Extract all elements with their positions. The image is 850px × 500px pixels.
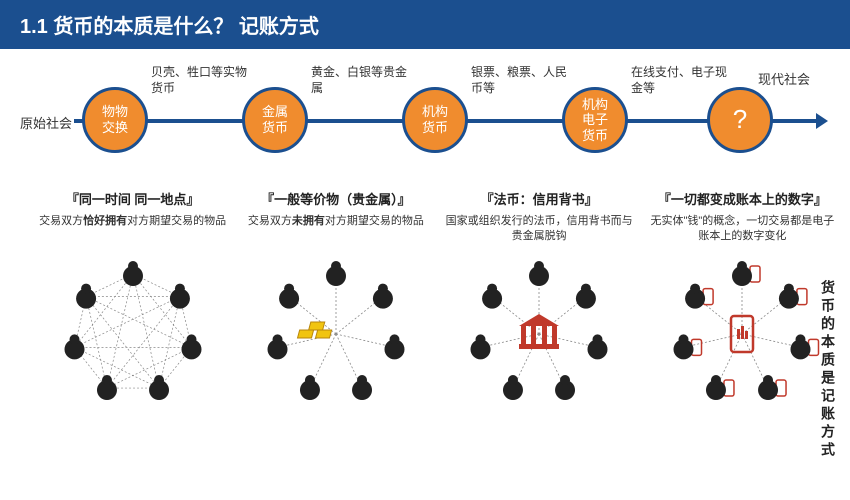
network-diagram [256, 254, 416, 414]
slide-title: 1.1 货币的本质是什么？ 记账方式 [20, 16, 319, 38]
timeline-stage-example: 在线支付、电子现金等 [631, 65, 731, 96]
timeline-stage-circle: ? [707, 87, 773, 153]
bank-icon [519, 314, 559, 349]
timeline-arrowhead [816, 113, 828, 129]
column-desc: 交易双方未拥有对方期望交易的物品 [238, 214, 433, 246]
timeline: 原始社会 现代社会 物物 交换贝壳、牲口等实物货币金属 货币黄金、白银等贵金属机… [0, 59, 850, 189]
slide-header: 1.1 货币的本质是什么？ 记账方式 [0, 0, 850, 49]
timeline-stage-example: 黄金、白银等贵金属 [311, 65, 411, 96]
column-diagram [35, 254, 230, 419]
timeline-stage-circle: 机构 货币 [402, 87, 468, 153]
network-diagram [53, 254, 213, 414]
network-diagram [662, 254, 822, 414]
timeline-stage-circle: 机构 电子 货币 [562, 87, 628, 153]
timeline-stage-example: 银票、粮票、人民币等 [471, 65, 571, 96]
column-desc: 无实体"钱"的概念，一切交易都是电子账本上的数字变化 [645, 214, 840, 246]
column-diagram [645, 254, 840, 419]
timeline-stage-circle: 金属 货币 [242, 87, 308, 153]
column: 『法币：信用背书』 国家或组织发行的法币，信用背书而与贵金属脱钩 [442, 189, 637, 419]
column-diagram [442, 254, 637, 419]
side-vertical-text: 货币的本质是记账方式 [822, 280, 838, 460]
column-title: 『一切都变成账本上的数字』 [645, 189, 840, 208]
timeline-stage-example: 贝壳、牲口等实物货币 [151, 65, 251, 96]
network-diagram [459, 254, 619, 414]
timeline-end-label: 现代社会 [758, 69, 810, 88]
column-desc: 国家或组织发行的法币，信用背书而与贵金属脱钩 [442, 214, 637, 246]
timeline-start-label: 原始社会 [18, 113, 74, 132]
column: 『同一时间 同一地点』 交易双方恰好拥有对方期望交易的物品 [35, 189, 230, 419]
column-title: 『同一时间 同一地点』 [35, 189, 230, 208]
column-title: 『一般等价物（贵金属）』 [238, 189, 433, 208]
columns-container: 『同一时间 同一地点』 交易双方恰好拥有对方期望交易的物品 『一般等价物（贵金属… [0, 189, 850, 419]
column: 『一切都变成账本上的数字』 无实体"钱"的概念，一切交易都是电子账本上的数字变化 [645, 189, 840, 419]
timeline-stage-circle: 物物 交换 [82, 87, 148, 153]
column: 『一般等价物（贵金属）』 交易双方未拥有对方期望交易的物品 [238, 189, 433, 419]
column-desc: 交易双方恰好拥有对方期望交易的物品 [35, 214, 230, 246]
gold-icon [297, 322, 331, 338]
column-title: 『法币：信用背书』 [442, 189, 637, 208]
column-diagram [238, 254, 433, 419]
